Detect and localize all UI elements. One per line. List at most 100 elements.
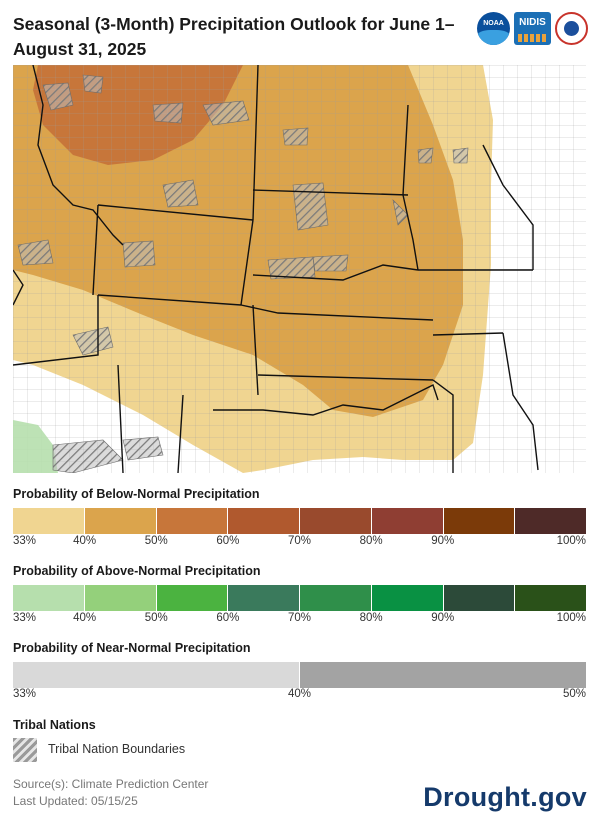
tribal-area [292, 182, 329, 231]
below-normal-tick-label: 80% [359, 535, 383, 547]
below-normal-tick-label: 70% [287, 535, 312, 547]
colorado-east-border [252, 304, 259, 396]
above-33-40-zone [13, 420, 58, 473]
arkansas-border [432, 379, 454, 473]
oklahoma-texas-border [213, 384, 439, 416]
tribal-area [392, 199, 409, 226]
north-south-dakota-border [252, 189, 409, 196]
outlook-map [13, 65, 586, 473]
nws-logo [555, 12, 588, 45]
above-normal-swatch [300, 585, 372, 611]
logo-group: NOAA NIDIS [477, 12, 588, 45]
above-normal-tick-label: 100% [556, 612, 586, 624]
above-normal-swatch [371, 585, 444, 611]
wyoming-colorado-border [97, 294, 242, 306]
near-normal-legend-title: Probability of Near-Normal Precipitation [13, 641, 251, 655]
above-normal-tick-label: 33% [13, 612, 37, 624]
tribal-area [82, 74, 104, 94]
wisconsin-border [482, 144, 534, 270]
tribal-area [452, 147, 469, 164]
tribal-area [72, 326, 114, 356]
above-normal-tick-label: 40% [73, 612, 97, 624]
wyoming-west-border [92, 204, 99, 296]
below-normal-tick-label: 50% [144, 535, 168, 547]
above-normal-ticks: 33% 40% 50% 60% 70% 80% 90% 100% [13, 612, 586, 628]
nidis-bars [518, 34, 547, 42]
missouri-east-border [502, 332, 539, 471]
near-normal-ticks: 33% 40% 50% [13, 688, 586, 704]
iowa-missouri-border [432, 332, 504, 336]
south-dakota-nebraska-border [252, 264, 419, 281]
below-normal-swatch [515, 508, 586, 534]
page-title: Seasonal (3-Month) Precipitation Outlook… [13, 14, 455, 59]
tribal-legend-label: Tribal Nation Boundaries [48, 742, 186, 756]
below-normal-swatch [84, 508, 157, 534]
above-normal-legend-title: Probability of Above-Normal Precipitatio… [13, 564, 261, 578]
below-normal-swatch [443, 508, 516, 534]
below-normal-swatch [228, 508, 300, 534]
above-normal-tick-label: 80% [359, 612, 383, 624]
tribal-area [267, 256, 316, 280]
tribal-area [122, 240, 156, 268]
montana-idaho-border [32, 65, 124, 246]
above-normal-tick-label: 90% [431, 612, 455, 624]
above-normal-swatch [84, 585, 157, 611]
above-normal-swatch [156, 585, 229, 611]
below-normal-swatch [300, 508, 372, 534]
kansas-oklahoma-border [257, 374, 434, 381]
below-normal-tick-label: 40% [73, 535, 97, 547]
montana-wyoming-border [97, 204, 254, 221]
dakota-minnesota-border [402, 104, 419, 271]
tribal-nation-areas [17, 74, 469, 473]
tribal-area [312, 254, 349, 272]
above-normal-tick-label: 50% [144, 612, 168, 624]
near-normal-tick-label: 33% [13, 688, 37, 700]
tribal-area [42, 82, 74, 111]
tribal-area [122, 436, 164, 461]
above-normal-swatch [443, 585, 516, 611]
wyoming-east-border [240, 219, 254, 306]
source-credit: Source(s): Climate Prediction Center Las… [13, 776, 208, 810]
below-normal-tick-label: 33% [13, 535, 37, 547]
below-normal-legend-title: Probability of Below-Normal Precipitatio… [13, 487, 260, 501]
near-normal-swatch [300, 662, 586, 688]
nidis-logo-text: NIDIS [519, 17, 546, 28]
below-normal-tick-label: 100% [556, 535, 586, 547]
tribal-hatch-swatch [13, 738, 37, 762]
below-normal-ticks: 33% 40% 50% 60% 70% 80% 90% 100% [13, 535, 586, 551]
above-normal-swatch [13, 585, 85, 611]
map-svg [13, 65, 586, 473]
source-text: Source(s): Climate Prediction Center [13, 777, 209, 791]
above-normal-tick-label: 70% [287, 612, 312, 624]
below-normal-tick-label: 90% [431, 535, 455, 547]
noaa-wave [477, 30, 510, 45]
nidis-logo: NIDIS [514, 12, 551, 45]
southwest-border [117, 364, 124, 473]
noaa-logo: NOAA [477, 12, 510, 45]
last-updated-text: Last Updated: 05/15/25 [13, 794, 138, 808]
drought-gov-brand[interactable]: Drought.gov [423, 782, 587, 812]
below-normal-tick-label: 60% [216, 535, 240, 547]
below-normal-swatch [156, 508, 229, 534]
near-normal-tick-label: 50% [562, 688, 586, 700]
above-normal-scale [13, 585, 586, 611]
state-boundaries [13, 65, 539, 473]
tribal-area [162, 179, 199, 208]
tribal-area [282, 127, 309, 146]
below-normal-swatch [13, 508, 85, 534]
near-normal-swatch [13, 662, 300, 688]
tribal-area [17, 239, 54, 266]
noaa-logo-text: NOAA [483, 20, 504, 27]
tribal-area [52, 439, 124, 473]
tribal-area [417, 147, 434, 164]
tribal-area [152, 102, 184, 124]
tribal-legend-title: Tribal Nations [13, 718, 96, 732]
montana-dakota-border [252, 65, 259, 221]
above-normal-swatch [515, 585, 586, 611]
above-normal-tick-label: 60% [216, 612, 240, 624]
near-normal-scale [13, 662, 586, 688]
tribal-area [202, 100, 250, 126]
below-normal-scale [13, 508, 586, 534]
below-normal-swatch [371, 508, 444, 534]
idaho-west-border [13, 269, 24, 306]
